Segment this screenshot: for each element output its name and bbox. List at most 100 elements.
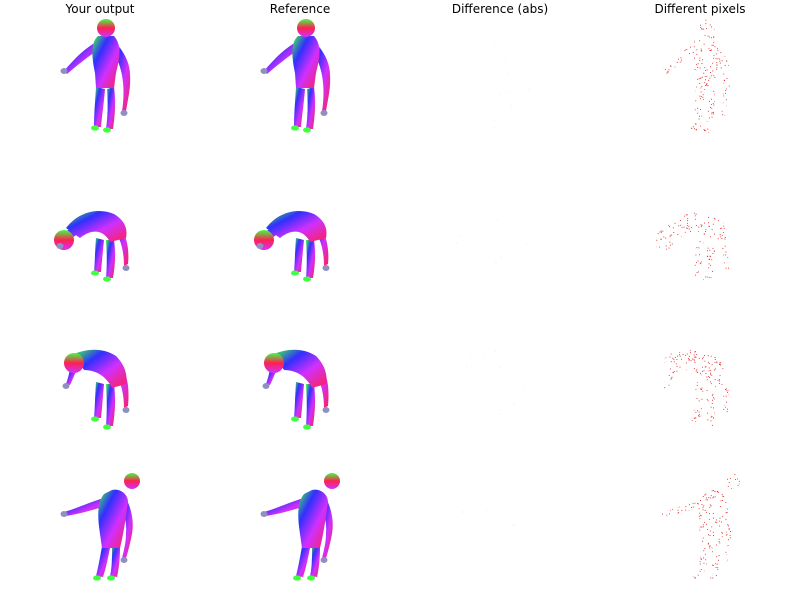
figure-foot xyxy=(291,125,299,131)
cell-reference-row-3 xyxy=(200,308,400,458)
figure-hand xyxy=(256,243,264,249)
figure-head xyxy=(97,19,115,37)
figure-foot xyxy=(303,127,311,133)
cell-reference-row-1 xyxy=(200,3,400,153)
output-image xyxy=(54,210,130,282)
figure-limb xyxy=(106,240,116,278)
figure-hand xyxy=(60,511,68,517)
pixel-mask xyxy=(460,30,531,131)
cell-output-row-1 xyxy=(0,3,200,153)
reference-image xyxy=(260,473,340,581)
header-different-pixels: Different pixels xyxy=(654,2,746,16)
cell-output-row-2 xyxy=(0,158,200,308)
pixel-mask xyxy=(662,349,730,430)
figure-torso xyxy=(266,210,327,242)
figure-limb xyxy=(296,546,310,577)
figure-foot xyxy=(103,276,111,282)
cell-output-row-3 xyxy=(0,308,200,458)
cell-different-pixels-row-2 xyxy=(600,158,800,308)
figure-limb xyxy=(94,238,104,272)
figure-foot xyxy=(93,575,101,581)
figure-foot xyxy=(293,575,301,581)
figure-limb xyxy=(94,87,105,127)
figure-torso xyxy=(298,489,328,548)
figure-hand xyxy=(56,243,64,249)
pixel-mask xyxy=(660,19,731,133)
figure-foot xyxy=(103,424,111,430)
figure-limb xyxy=(96,546,110,577)
figure-head xyxy=(264,353,284,373)
figure-limb xyxy=(120,498,133,558)
figure-mesh xyxy=(260,473,340,581)
different-pixels-image xyxy=(660,19,731,133)
figure-hand xyxy=(320,557,328,563)
figure-foot xyxy=(91,416,99,422)
figure-hand xyxy=(122,265,130,271)
cell-different-pixels-row-4 xyxy=(600,458,800,608)
figure-limb xyxy=(306,240,316,278)
figure-torso xyxy=(66,210,127,242)
figure-torso xyxy=(292,36,320,88)
pixel-mask xyxy=(465,350,530,425)
figure-limb xyxy=(294,382,304,418)
output-image xyxy=(60,473,140,581)
different-pixels-image xyxy=(655,210,730,282)
figure-hand xyxy=(62,383,70,389)
header-reference: Reference xyxy=(269,2,331,16)
figure-foot xyxy=(91,125,99,131)
cell-output-row-4 xyxy=(0,458,200,608)
difference-image xyxy=(456,212,528,275)
figure-hand xyxy=(260,68,268,74)
pixel-mask xyxy=(460,474,540,581)
cell-difference-row-4 xyxy=(400,458,600,608)
figure-hand xyxy=(322,265,330,271)
figure-mesh xyxy=(54,210,130,282)
figure-limb xyxy=(106,87,116,129)
figure-head xyxy=(324,473,340,489)
figure-limb xyxy=(264,41,300,74)
figure-foot xyxy=(303,276,311,282)
figure-limb xyxy=(320,498,333,558)
figure-foot xyxy=(303,424,311,430)
cell-different-pixels-row-1 xyxy=(600,3,800,153)
figure-limb xyxy=(294,87,305,127)
figure-limb xyxy=(306,87,316,129)
figure-limb xyxy=(264,498,306,516)
figure-mesh xyxy=(260,19,331,133)
figure-limb xyxy=(310,548,320,577)
figure-foot xyxy=(91,270,99,276)
figure-limb xyxy=(312,41,331,111)
figure-head xyxy=(64,353,84,373)
figure-torso xyxy=(274,349,327,388)
figure-head xyxy=(124,473,140,489)
cell-difference-row-2 xyxy=(400,158,600,308)
cell-different-pixels-row-3 xyxy=(600,308,800,458)
figure-limb xyxy=(110,548,120,577)
cell-difference-row-3 xyxy=(400,308,600,458)
figure-limb xyxy=(64,41,100,74)
header-difference-abs: Difference (abs) xyxy=(451,2,549,16)
figure-limb xyxy=(112,41,131,111)
figure-foot xyxy=(103,127,111,133)
figure-hand xyxy=(60,68,68,74)
figure-torso xyxy=(92,36,120,88)
header-your-output: Your output xyxy=(65,2,135,16)
cell-reference-row-2 xyxy=(200,158,400,308)
different-pixels-image xyxy=(660,473,740,581)
reference-image xyxy=(260,19,331,133)
figure-hand xyxy=(122,407,130,413)
figure-foot xyxy=(107,575,115,581)
figure-head xyxy=(297,19,315,37)
figure-limb xyxy=(294,238,304,272)
figure-hand xyxy=(322,407,330,413)
figure-limb xyxy=(64,498,106,516)
reference-image xyxy=(254,210,330,282)
figure-foot xyxy=(291,270,299,276)
difference-image xyxy=(460,474,540,581)
figure-limb xyxy=(106,384,116,426)
figure-mesh xyxy=(62,349,130,430)
figure-mesh xyxy=(254,210,330,282)
cell-reference-row-4 xyxy=(200,458,400,608)
pixel-mask xyxy=(456,212,528,275)
